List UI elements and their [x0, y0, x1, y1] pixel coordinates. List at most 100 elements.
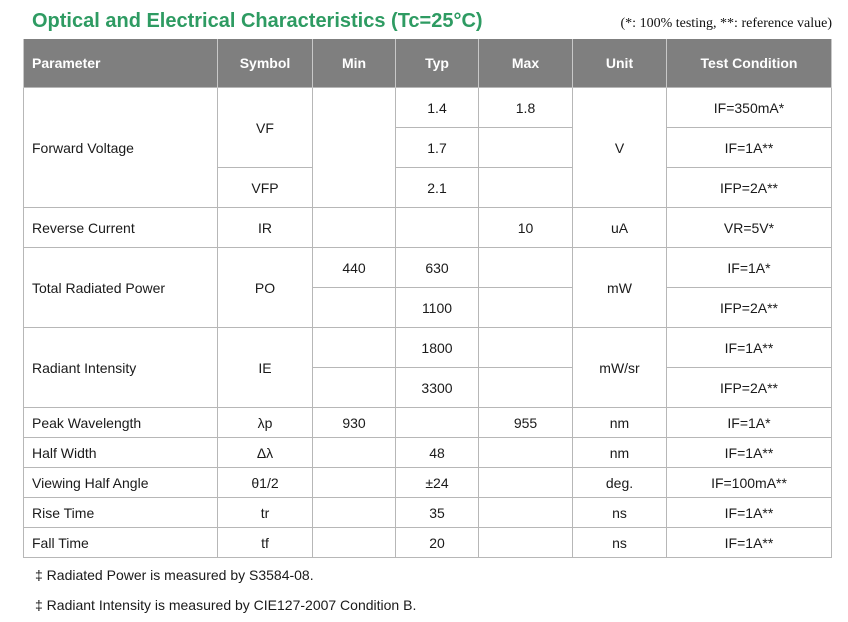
cell-typ: 2.1: [395, 167, 479, 208]
cell-unit: mW/sr: [572, 327, 667, 408]
header-typ: Typ: [395, 39, 479, 88]
cell-symbol: λp: [217, 407, 313, 438]
cell-parameter: Radiant Intensity: [23, 327, 218, 408]
cell-parameter: Viewing Half Angle: [23, 467, 218, 498]
cell-symbol: tr: [217, 497, 313, 528]
table-header-row: Parameter Symbol Min Typ Max Unit Test C…: [23, 39, 832, 88]
cell-min: [312, 207, 396, 248]
cell-parameter: Fall Time: [23, 527, 218, 558]
header-max: Max: [478, 39, 573, 88]
cell-condition: IFP=2A**: [666, 287, 832, 328]
cell-max: [478, 437, 573, 468]
cell-typ: 1.4: [395, 87, 479, 128]
page-title: Optical and Electrical Characteristics (…: [32, 10, 483, 32]
cell-unit: deg.: [572, 467, 667, 498]
cell-max: [478, 497, 573, 528]
cell-condition: IF=100mA**: [666, 467, 832, 498]
cell-condition: IF=1A*: [666, 407, 832, 438]
cell-min: [312, 87, 396, 208]
cell-parameter: Reverse Current: [23, 207, 218, 248]
cell-typ: 630: [395, 247, 479, 288]
cell-typ: 20: [395, 527, 479, 558]
cell-unit: nm: [572, 437, 667, 468]
cell-max: 10: [478, 207, 573, 248]
cell-symbol: VFP: [217, 167, 313, 208]
cell-condition: VR=5V*: [666, 207, 832, 248]
cell-typ: 1100: [395, 287, 479, 328]
cell-symbol: IR: [217, 207, 313, 248]
cell-max: [478, 367, 573, 408]
cell-symbol: IE: [217, 327, 313, 408]
footnote-radiant-intensity: ‡ Radiant Intensity is measured by CIE12…: [35, 597, 417, 613]
cell-condition: IF=1A**: [666, 327, 832, 368]
cell-condition: IF=1A**: [666, 527, 832, 558]
table-row-fall-time: Fall Time tf 20 ns IF=1A**: [23, 527, 832, 558]
cell-max: [478, 167, 573, 208]
cell-unit: nm: [572, 407, 667, 438]
cell-min: [312, 327, 396, 368]
table-row-viewing-half-angle: Viewing Half Angle θ1/2 ±24 deg. IF=100m…: [23, 467, 832, 498]
table-row-rise-time: Rise Time tr 35 ns IF=1A**: [23, 497, 832, 528]
cell-typ: 3300: [395, 367, 479, 408]
cell-condition: IF=1A*: [666, 247, 832, 288]
cell-min: [312, 287, 396, 328]
cell-max: [478, 127, 573, 168]
cell-min: [312, 497, 396, 528]
table-row-reverse-current: Reverse Current IR 10 uA VR=5V*: [23, 207, 832, 248]
header-unit: Unit: [572, 39, 667, 88]
cell-typ: ±24: [395, 467, 479, 498]
cell-typ: [395, 207, 479, 248]
table-row-radiant-intensity-1: Radiant Intensity IE 1800 mW/sr IF=1A**: [23, 327, 832, 408]
cell-max: [478, 467, 573, 498]
cell-symbol: tf: [217, 527, 313, 558]
cell-symbol: VF: [217, 87, 313, 168]
table-row-half-width: Half Width Δλ 48 nm IF=1A**: [23, 437, 832, 468]
cell-parameter: Peak Wavelength: [23, 407, 218, 438]
header-parameter: Parameter: [23, 39, 218, 88]
cell-condition: IF=1A**: [666, 497, 832, 528]
cell-unit: V: [572, 87, 667, 208]
cell-parameter: Rise Time: [23, 497, 218, 528]
cell-parameter: Total Radiated Power: [23, 247, 218, 328]
cell-typ: 1.7: [395, 127, 479, 168]
cell-unit: ns: [572, 497, 667, 528]
cell-max: [478, 527, 573, 558]
cell-parameter: Half Width: [23, 437, 218, 468]
cell-parameter: Forward Voltage: [23, 87, 218, 208]
cell-condition: IFP=2A**: [666, 367, 832, 408]
table-row-total-radiated-power-1: Total Radiated Power PO 440 630 mW IF=1A…: [23, 247, 832, 328]
table-row-total-radiated-power-2: 1100 IFP=2A**: [24, 287, 832, 328]
cell-symbol: Δλ: [217, 437, 313, 468]
cell-min: [312, 437, 396, 468]
cell-condition: IF=1A**: [666, 127, 832, 168]
cell-max: [478, 327, 573, 368]
cell-typ: [395, 407, 479, 438]
header-symbol: Symbol: [217, 39, 313, 88]
cell-typ: 35: [395, 497, 479, 528]
table-row-forward-voltage-3: VFP 2.1 IFP=2A**: [24, 167, 832, 208]
cell-condition: IFP=2A**: [666, 167, 832, 208]
cell-max: [478, 287, 573, 328]
cell-min: [312, 467, 396, 498]
table-row-peak-wavelength: Peak Wavelength λp 930 955 nm IF=1A*: [23, 407, 832, 438]
cell-max: [478, 247, 573, 288]
cell-symbol: θ1/2: [217, 467, 313, 498]
testing-legend-note: (*: 100% testing, **: reference value): [620, 16, 832, 31]
header-min: Min: [312, 39, 396, 88]
cell-typ: 1800: [395, 327, 479, 368]
cell-min: 440: [312, 247, 396, 288]
cell-symbol: PO: [217, 247, 313, 328]
cell-max: 955: [478, 407, 573, 438]
cell-unit: ns: [572, 527, 667, 558]
characteristics-table: Parameter Symbol Min Typ Max Unit Test C…: [23, 39, 832, 558]
footnote-radiated-power: ‡ Radiated Power is measured by S3584-08…: [35, 567, 314, 583]
cell-unit: uA: [572, 207, 667, 248]
cell-unit: mW: [572, 247, 667, 328]
cell-min: 930: [312, 407, 396, 438]
header-test-condition: Test Condition: [666, 39, 832, 88]
cell-typ: 48: [395, 437, 479, 468]
cell-condition: IF=1A**: [666, 437, 832, 468]
cell-min: [312, 367, 396, 408]
cell-min: [312, 527, 396, 558]
table-row-forward-voltage-1: Forward Voltage VF 1.4 1.8 V IF=350mA*: [23, 87, 832, 208]
